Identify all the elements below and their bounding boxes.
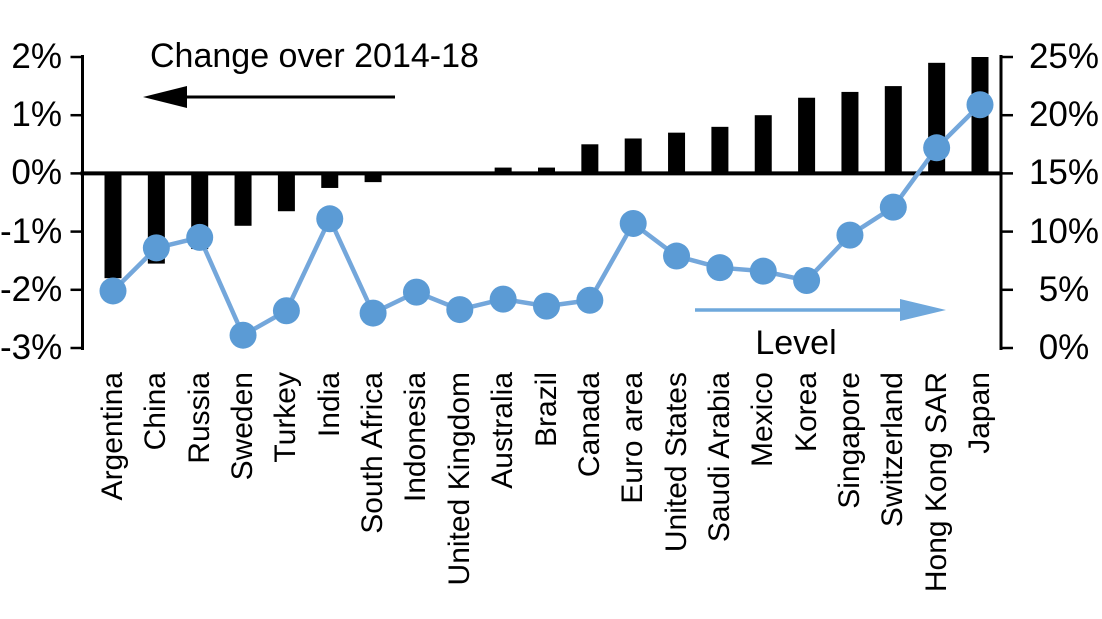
x-label-text: Russia bbox=[182, 372, 216, 464]
x-label-mexico: Mexico bbox=[745, 372, 781, 617]
x-label-australia: Australia bbox=[485, 372, 521, 617]
left-axis-tick-label: -2% bbox=[0, 269, 63, 309]
bar-mexico bbox=[754, 115, 772, 174]
x-label-text: China bbox=[139, 372, 173, 451]
marker-united-kingdom bbox=[446, 296, 474, 324]
marker-japan bbox=[966, 91, 994, 119]
marker-hong-kong-sar bbox=[923, 134, 951, 162]
left-series-title: Change over 2014-18 bbox=[150, 37, 479, 75]
bar-turkey bbox=[277, 173, 295, 212]
x-label-text: India bbox=[312, 372, 346, 438]
x-label-text: Korea bbox=[789, 372, 823, 453]
marker-canada bbox=[576, 286, 604, 314]
x-label-hong-kong-sar: Hong Kong SAR bbox=[919, 372, 955, 617]
bar-saudi-arabia bbox=[711, 126, 729, 174]
x-label-text: Singapore bbox=[832, 372, 866, 509]
left-axis-tick-label: -1% bbox=[0, 211, 63, 251]
x-label-switzerland: Switzerland bbox=[875, 372, 911, 617]
bar-euro-area bbox=[624, 138, 642, 174]
left-axis-tick-label: 1% bbox=[11, 95, 62, 135]
x-label-text: Brazil bbox=[529, 372, 563, 448]
x-label-japan: Japan bbox=[962, 372, 998, 617]
right-series-title: Level bbox=[755, 324, 837, 362]
x-label-argentina: Argentina bbox=[95, 372, 131, 617]
bar-canada bbox=[581, 144, 599, 174]
x-label-text: Euro area bbox=[616, 372, 650, 504]
x-label-text: United Kingdom bbox=[442, 372, 476, 586]
bar-india bbox=[321, 173, 339, 188]
x-label-brazil: Brazil bbox=[529, 372, 565, 617]
x-label-text: South Africa bbox=[356, 372, 390, 534]
x-label-euro-area: Euro area bbox=[615, 372, 651, 617]
bar-brazil bbox=[538, 167, 555, 174]
bar-korea bbox=[798, 97, 816, 174]
marker-saudi-arabia bbox=[706, 254, 734, 282]
right-axis-tick-label: 25% bbox=[1028, 37, 1100, 76]
x-label-text: Argentina bbox=[96, 372, 129, 501]
right-axis-tick-label: 10% bbox=[1028, 211, 1100, 251]
x-label-canada: Canada bbox=[572, 372, 608, 617]
x-label-text: Sweden bbox=[226, 372, 260, 481]
bar-sweden bbox=[234, 173, 252, 226]
x-label-turkey: Turkey bbox=[268, 372, 304, 617]
x-label-saudi-arabia: Saudi Arabia bbox=[702, 372, 738, 617]
left-arrow-head bbox=[143, 86, 187, 108]
bar-argentina bbox=[104, 173, 122, 279]
right-axis-tick-label: 20% bbox=[1028, 95, 1100, 135]
x-label-text: Hong Kong SAR bbox=[919, 372, 953, 593]
marker-switzerland bbox=[879, 193, 907, 221]
marker-argentina bbox=[99, 277, 127, 305]
right-arrow-head bbox=[900, 299, 946, 321]
marker-singapore bbox=[836, 221, 864, 249]
marker-australia bbox=[489, 285, 517, 313]
x-label-text: Saudi Arabia bbox=[702, 372, 736, 543]
marker-turkey bbox=[272, 297, 300, 325]
marker-china bbox=[142, 234, 170, 262]
x-label-china: China bbox=[138, 372, 174, 617]
x-label-text: Mexico bbox=[746, 372, 780, 468]
x-label-singapore: Singapore bbox=[832, 372, 868, 617]
marker-russia bbox=[186, 223, 214, 251]
right-axis-tick-label: 0% bbox=[1038, 328, 1090, 367]
x-label-text: Switzerland bbox=[876, 372, 910, 528]
right-axis-tick-label: 5% bbox=[1038, 269, 1090, 309]
bar-south-africa bbox=[364, 173, 382, 183]
x-label-indonesia: Indonesia bbox=[398, 372, 434, 617]
bar-singapore bbox=[841, 91, 859, 174]
x-label-india: India bbox=[312, 372, 348, 617]
left-axis-tick-label: -3% bbox=[0, 328, 63, 367]
marker-indonesia bbox=[402, 278, 430, 306]
x-label-united-states: United States bbox=[659, 372, 695, 617]
marker-united-states bbox=[663, 242, 691, 270]
x-label-sweden: Sweden bbox=[225, 372, 261, 617]
marker-korea bbox=[793, 266, 821, 294]
marker-india bbox=[316, 205, 344, 233]
x-label-text: Turkey bbox=[269, 372, 303, 463]
x-label-united-kingdom: United Kingdom bbox=[442, 372, 478, 617]
marker-euro-area bbox=[619, 209, 647, 237]
x-label-text: Australia bbox=[486, 372, 520, 489]
x-label-text: Japan bbox=[963, 372, 996, 454]
bar-united-states bbox=[668, 132, 686, 174]
marker-sweden bbox=[229, 321, 257, 349]
x-label-russia: Russia bbox=[182, 372, 218, 617]
marker-mexico bbox=[749, 257, 777, 285]
marker-brazil bbox=[533, 292, 560, 320]
left-axis-tick-label: 2% bbox=[11, 37, 62, 76]
x-label-text: Canada bbox=[572, 372, 606, 478]
x-label-text: United States bbox=[659, 372, 693, 553]
bar-switzerland bbox=[884, 86, 902, 174]
right-axis-tick-label: 15% bbox=[1028, 153, 1100, 193]
left-axis-tick-label: 0% bbox=[11, 153, 62, 193]
x-label-text: Indonesia bbox=[399, 372, 433, 503]
bar-australia bbox=[494, 167, 512, 174]
x-label-korea: Korea bbox=[789, 372, 825, 617]
marker-south-africa bbox=[359, 299, 387, 327]
x-label-south-africa: South Africa bbox=[355, 372, 391, 617]
